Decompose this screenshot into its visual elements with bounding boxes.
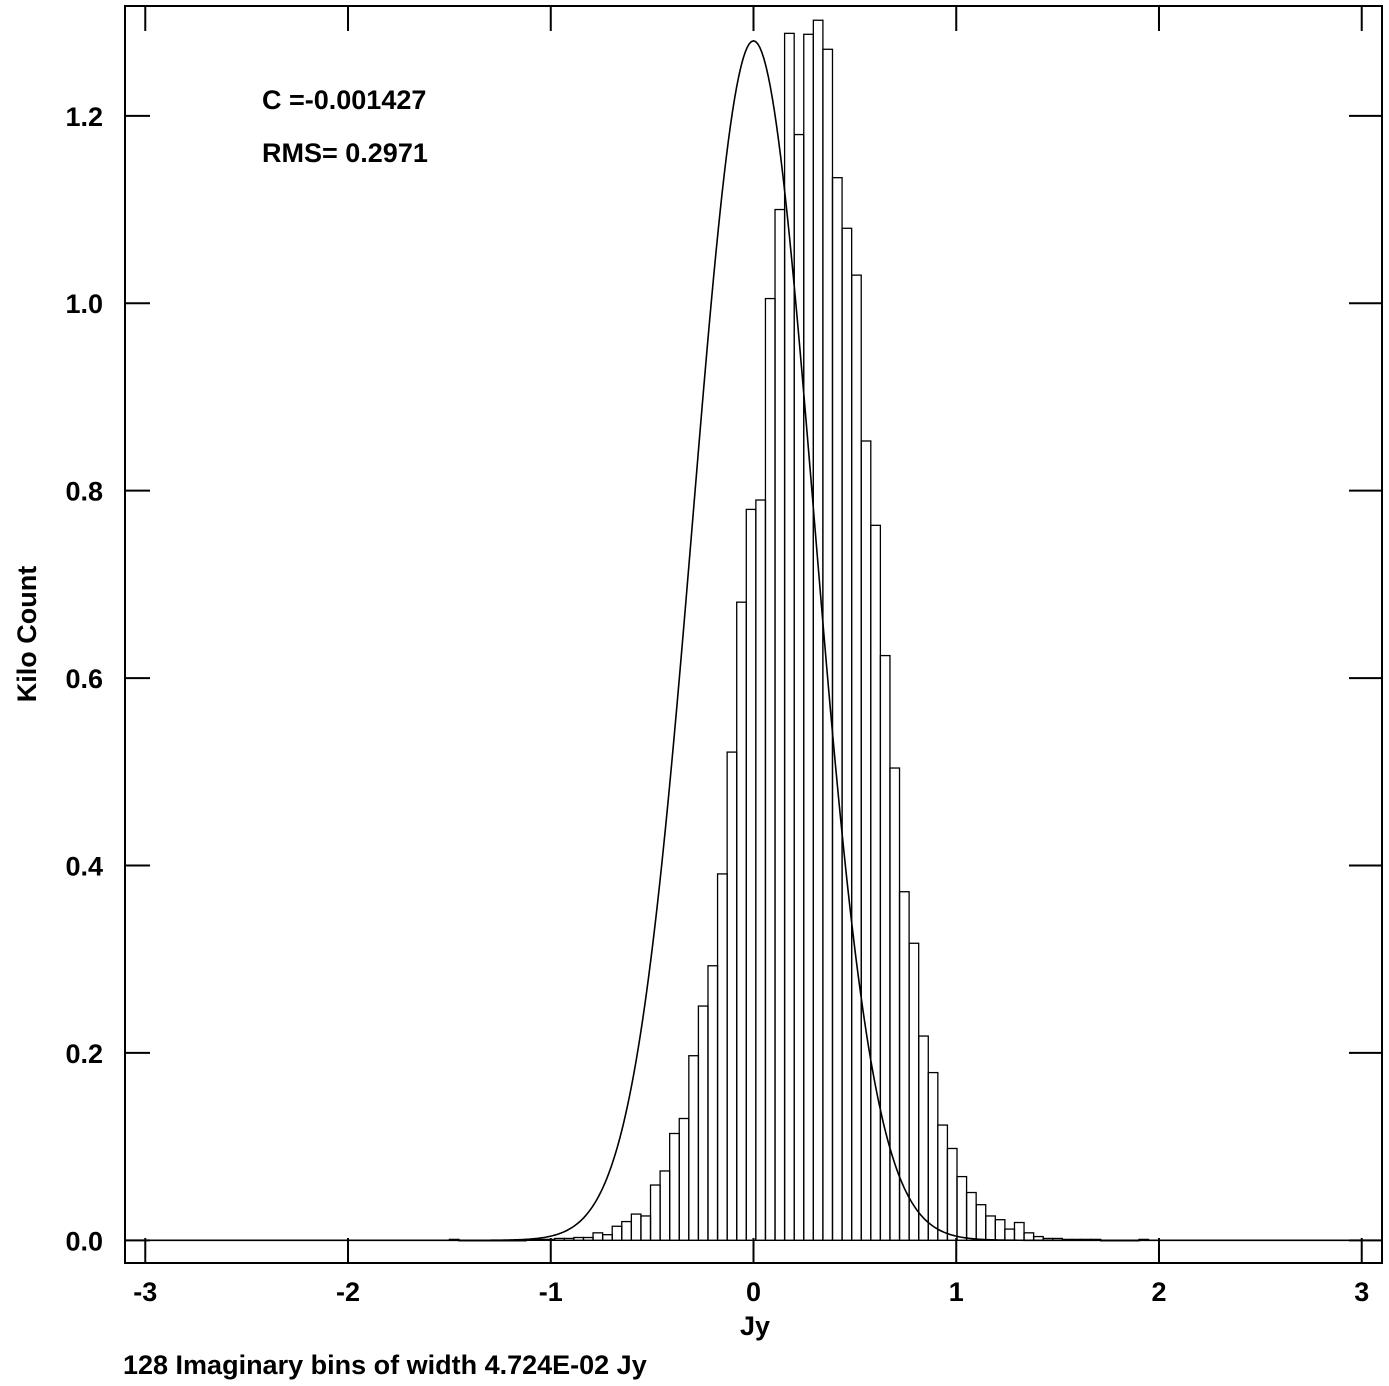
histogram-bar [688,1055,700,1241]
histogram-bar [678,1117,690,1241]
x-tick-label: 0 [746,1277,761,1307]
histogram-bar [764,297,776,1241]
x-tick-label: 1 [949,1277,964,1307]
histogram-bar [755,499,767,1241]
x-axis-ticks: -3 -2 -1 0 1 2 3 [133,6,1369,1307]
x-tick-label: 2 [1151,1277,1166,1307]
histogram-bar [946,1147,958,1241]
histogram-bar [985,1215,996,1241]
histogram-bar [783,32,795,1241]
histogram-bar [592,1232,604,1241]
histogram-bar [975,1204,987,1241]
x-tick-label: -3 [133,1277,157,1307]
annotation-rms: RMS= 0.2971 [262,138,428,168]
histogram-bar [879,654,891,1241]
histogram-bar [965,1191,977,1241]
histogram-bar [803,33,814,1241]
y-axis-label: Kilo Count [12,566,42,702]
x-tick-label: -2 [336,1277,360,1307]
histogram-bar [1004,1228,1016,1241]
histogram-bar [716,873,728,1241]
x-tick-label: 3 [1354,1277,1369,1307]
y-tick-label: 0.6 [65,664,103,694]
y-tick-label: 0.8 [65,477,103,507]
annotation-center: C =-0.001427 [262,85,426,115]
histogram-bar [630,1213,642,1241]
y-axis-ticks: 0.0 0.2 0.4 0.6 0.8 1.0 1.2 [65,102,1382,1256]
histogram-bar [774,208,786,1241]
histogram-bar [726,751,738,1241]
y-tick-label: 0.4 [65,851,103,881]
histogram-bar [860,440,872,1241]
histogram-bar [611,1225,623,1241]
histogram-bar [831,177,843,1241]
x-axis-label: Jy [740,1311,770,1341]
gaussian-fit-curve [125,40,1382,1242]
y-tick-label: 0.0 [65,1226,103,1256]
histogram-bar [697,1005,709,1241]
histogram-bar [659,1170,671,1241]
histogram-bar [918,1035,929,1241]
histogram-bars [448,19,1150,1242]
histogram-bar [908,942,920,1241]
histogram-bar [640,1215,652,1241]
histogram-bar [850,274,862,1241]
y-tick-label: 1.0 [65,289,103,319]
histogram-bar [889,767,901,1241]
histogram-bar [841,227,853,1241]
histogram-bar [927,1071,939,1241]
histogram-bar [601,1234,613,1241]
histogram-bar [745,508,757,1241]
histogram-bar [870,524,882,1241]
y-tick-label: 0.2 [65,1039,103,1069]
histogram-bar [649,1184,661,1241]
y-tick-label: 1.2 [65,102,103,132]
histogram-bar [1013,1221,1025,1241]
x-tick-label: -1 [539,1277,563,1307]
histogram-bar [956,1175,968,1241]
histogram-bar [937,1124,949,1241]
histogram-bar [994,1219,1006,1241]
histogram-bar [736,601,747,1241]
histogram-bar [621,1220,633,1241]
histogram-bar [1023,1232,1035,1241]
histogram-bar [707,965,719,1241]
histogram-bar [812,19,824,1241]
plot-frame [124,5,1383,1264]
histogram-bar [669,1132,680,1241]
bins-footer: 128 Imaginary bins of width 4.724E-02 Jy [123,1350,647,1380]
